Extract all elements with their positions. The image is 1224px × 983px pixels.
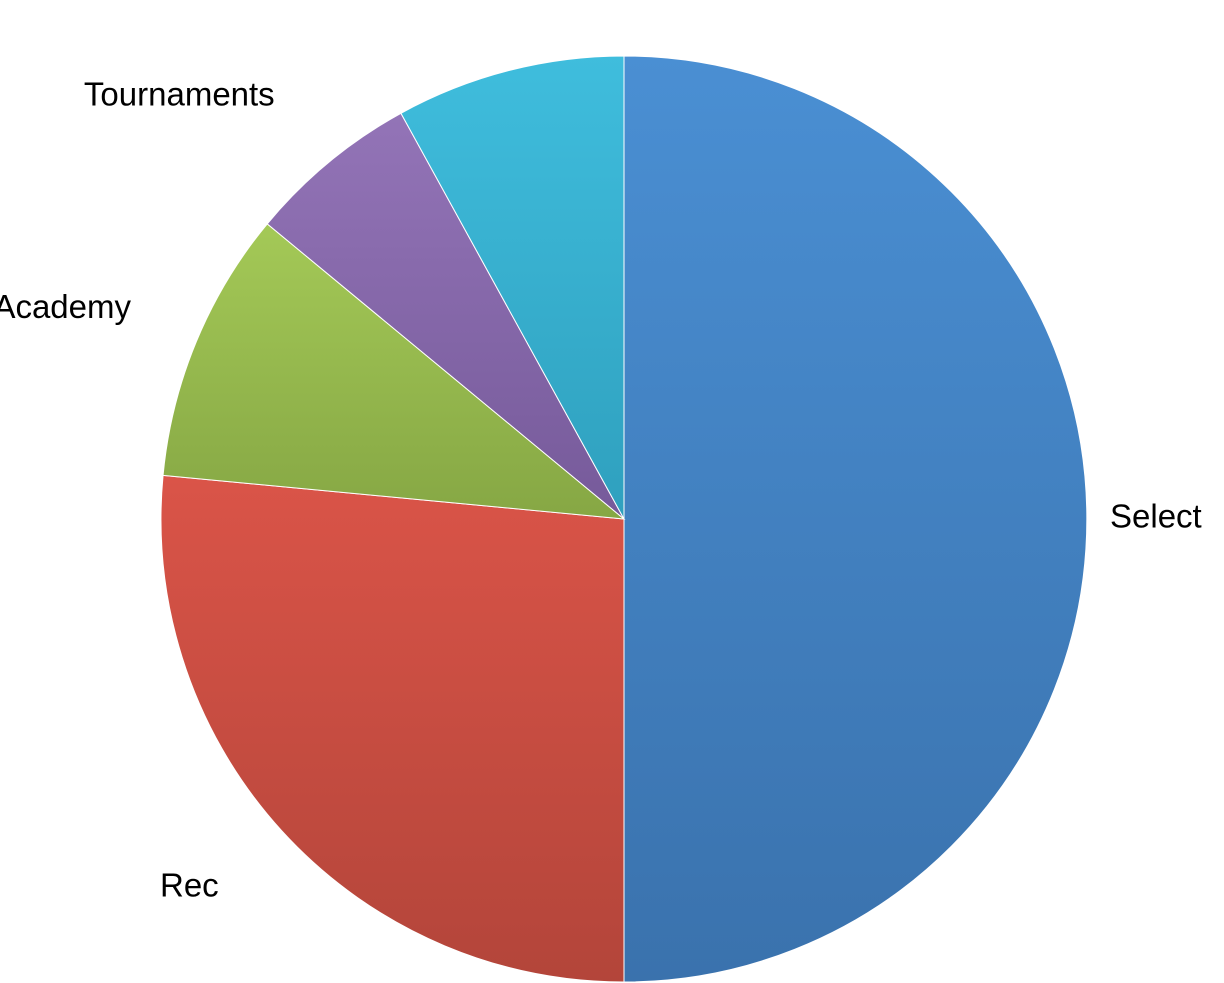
slice-label-select: Select (1110, 498, 1202, 535)
pie-slice-rec (160, 474, 625, 983)
slice-label-tournaments: Tournaments (84, 75, 275, 112)
pie-slice-other (400, 55, 625, 520)
slice-label-rec: Rec (160, 867, 219, 904)
pie-slices (160, 55, 1088, 983)
pie-slice-select (623, 55, 1088, 983)
slice-label-academy: Academy (0, 288, 131, 325)
pie-slice-academy (162, 223, 626, 520)
pie-slice-tournaments (266, 112, 625, 520)
pie-labels: Select Rec Academy Tournaments Other (0, 0, 1202, 904)
slice-label-other: Other (446, 0, 529, 4)
